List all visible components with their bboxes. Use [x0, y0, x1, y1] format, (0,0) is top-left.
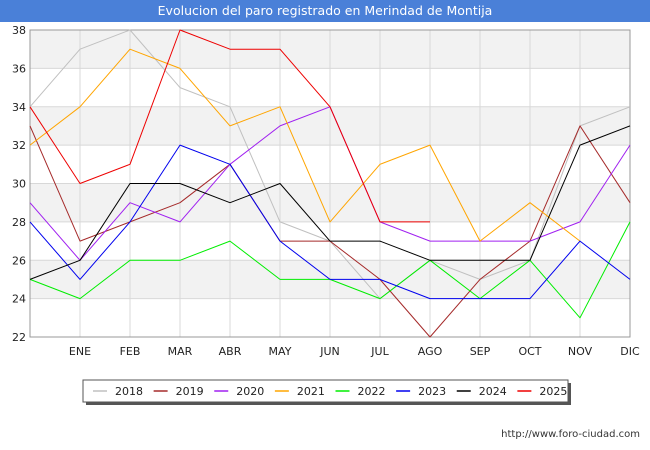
legend-label-2024: 2024: [479, 385, 507, 398]
legend-box: [82, 379, 569, 403]
x-tick-label: OCT: [518, 345, 541, 358]
series-line-2023: [29, 144, 631, 300]
y-tick-label: 30: [12, 178, 26, 191]
legend-label-2023: 2023: [418, 385, 446, 398]
x-tick-label: DIC: [620, 345, 640, 358]
y-tick-label: 36: [12, 62, 26, 75]
legend-label-2025: 2025: [539, 385, 567, 398]
y-tick-label: 22: [12, 331, 26, 344]
x-tick-label: JUN: [319, 345, 340, 358]
series-line-2025: [29, 29, 430, 223]
x-tick-label: ABR: [219, 345, 242, 358]
y-tick-label: 28: [12, 216, 26, 229]
x-tick-label: JUL: [370, 345, 389, 358]
y-tick-label: 26: [12, 254, 26, 267]
x-tick-label: MAY: [269, 345, 292, 358]
legend-label-2018: 2018: [115, 385, 143, 398]
legend-label-2021: 2021: [297, 385, 325, 398]
legend-label-2019: 2019: [176, 385, 204, 398]
legend-label-2022: 2022: [358, 385, 386, 398]
x-tick-label: NOV: [568, 345, 593, 358]
x-tick-label: FEB: [120, 345, 141, 358]
series-line-2024: [29, 125, 631, 280]
x-tick-label: ENE: [69, 345, 91, 358]
series-line-2021: [29, 48, 581, 242]
y-tick-label: 32: [12, 139, 26, 152]
plot-border: [29, 29, 631, 338]
legend-label-2020: 2020: [236, 385, 264, 398]
x-tick-label: AGO: [418, 345, 443, 358]
footer-url: http://www.foro-ciudad.com: [501, 429, 640, 440]
y-tick-label: 24: [12, 293, 26, 306]
x-tick-label: MAR: [168, 345, 193, 358]
y-tick-label: 34: [12, 101, 26, 114]
x-tick-label: SEP: [470, 345, 491, 358]
y-tick-label: 38: [12, 24, 26, 37]
chart-title: Evolucion del paro registrado en Merinda…: [0, 0, 650, 22]
